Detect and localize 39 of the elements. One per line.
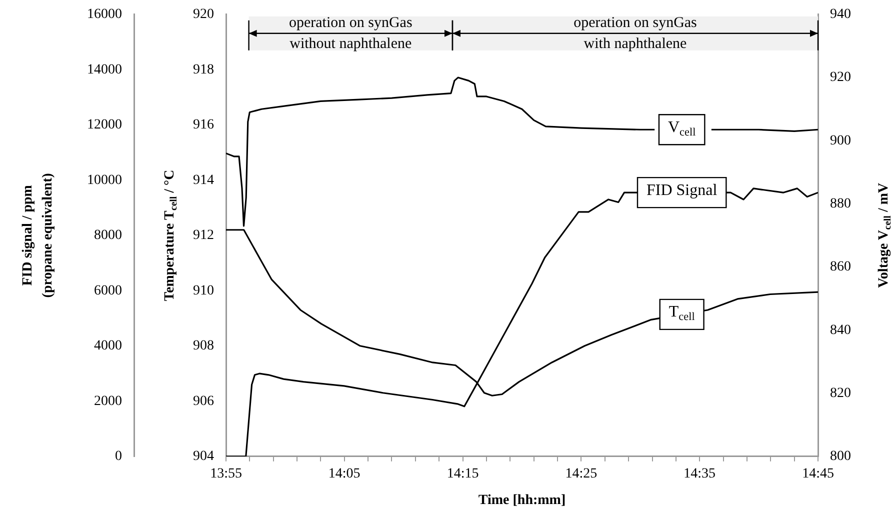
x-tick-label: 14:45 xyxy=(802,466,834,482)
y2-tick-label: 800 xyxy=(830,449,851,464)
series-label: FID Signal xyxy=(646,182,718,199)
y3-tick-label: 10000 xyxy=(87,172,122,188)
band-label: operation on synGas with naphthalene xyxy=(574,14,698,52)
y-tick-label: 912 xyxy=(193,228,214,244)
y3-tick-label: 12000 xyxy=(87,118,122,133)
x-tick-label: 14:25 xyxy=(565,466,598,482)
y2-tick-label: 840 xyxy=(830,322,851,338)
y-tick-label: 918 xyxy=(193,62,214,78)
y-tick-label: 906 xyxy=(193,394,214,409)
y3-tick-label: 2000 xyxy=(94,394,122,409)
y3-axis-title: FID signal / ppm (propane equivalent) xyxy=(20,172,56,298)
y-tick-label: 914 xyxy=(193,172,214,188)
y2-tick-label: 920 xyxy=(830,70,851,86)
y2-tick-label: 860 xyxy=(830,260,851,275)
y-tick-label: 920 xyxy=(193,7,214,22)
y3-tick-label: 14000 xyxy=(87,62,122,78)
y2-axis-title: Voltage Vcell / mV xyxy=(876,182,894,288)
band-label: operation on synGas without naphthalene xyxy=(288,14,412,52)
x-tick-label: 13:55 xyxy=(210,466,242,482)
y2-tick-label: 900 xyxy=(830,133,851,148)
y3-tick-label: 16000 xyxy=(87,7,122,22)
x-tick-label: 14:05 xyxy=(328,466,360,482)
y-tick-label: 904 xyxy=(193,449,214,464)
y-tick-label: 916 xyxy=(193,118,214,133)
x-tick-label: 14:15 xyxy=(446,466,479,482)
y3-tick-label: 0 xyxy=(115,449,122,464)
y2-tick-label: 820 xyxy=(830,386,851,401)
x-axis-title: Time [hh:mm] xyxy=(478,493,566,508)
y3-tick-label: 8000 xyxy=(94,228,122,244)
y3-tick-label: 4000 xyxy=(94,338,122,354)
y2-tick-label: 880 xyxy=(830,196,851,212)
x-tick-label: 14:35 xyxy=(684,466,716,482)
y-tick-label: 908 xyxy=(193,338,214,354)
y3-tick-label: 6000 xyxy=(94,283,122,298)
y-axis-title: Temperature Tcell / °C xyxy=(162,170,180,302)
y2-tick-label: 940 xyxy=(830,7,851,22)
y-tick-label: 910 xyxy=(193,283,214,298)
